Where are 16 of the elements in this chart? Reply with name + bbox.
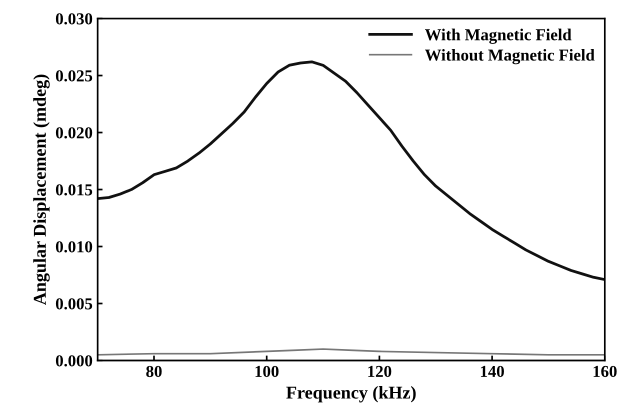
y-tick-label: 0.025: [56, 70, 92, 82]
y-tick-label: 0.020: [56, 127, 92, 139]
y-tick-label: 0.000: [56, 355, 92, 367]
x-tick-label: 140: [480, 366, 504, 378]
x-tick-label: 100: [256, 366, 279, 378]
x-tick-label: 160: [594, 366, 617, 378]
y-tick-label: 0.005: [56, 298, 92, 310]
y-tick-label: 0.015: [56, 184, 92, 196]
legend-label: Without Magnetic Field: [424, 48, 595, 64]
y-axis-title: Angular Displacement (mdeg): [33, 74, 50, 306]
x-tick-label: 120: [368, 366, 392, 378]
legend-label: With Magnetic Field: [424, 28, 572, 44]
x-axis-title: Frequency (kHz): [286, 386, 416, 402]
y-tick-label: 0.010: [56, 241, 92, 253]
x-tick-label: 80: [146, 366, 162, 378]
y-tick-label: 0.030: [56, 13, 92, 25]
